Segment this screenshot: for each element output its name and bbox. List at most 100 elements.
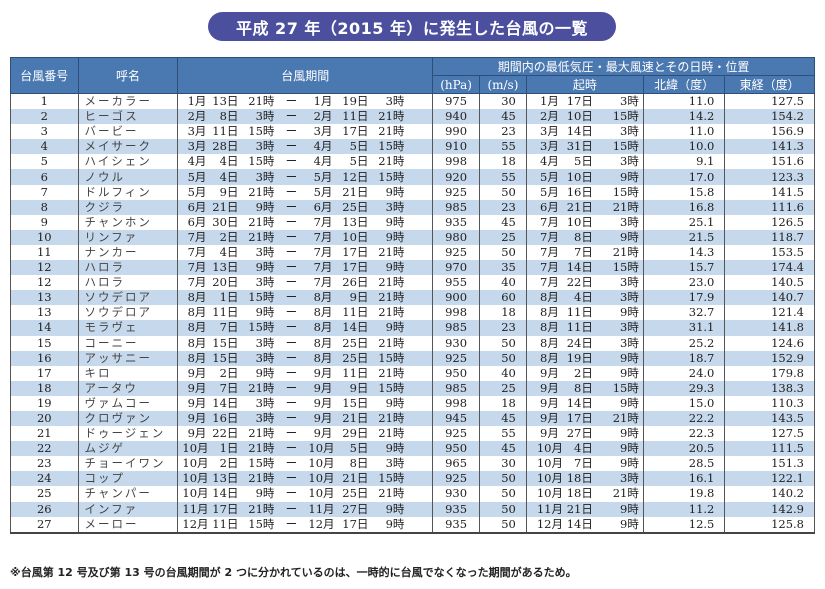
start-hour: 9時 <box>255 486 275 501</box>
occ-month: 9月 <box>540 380 559 395</box>
start-day: 13日 <box>212 260 239 275</box>
end-day: 25日 <box>342 350 369 365</box>
dash: ー <box>285 350 298 365</box>
occ-hour: 9時 <box>620 456 639 471</box>
header-hpa: (hPa) <box>432 75 480 94</box>
typhoon-name: キロ <box>77 365 179 381</box>
end-hour: 9時 <box>385 501 405 516</box>
start-month: 4月 <box>187 154 207 169</box>
occ-hour: 9時 <box>620 441 639 456</box>
longitude: 141.5 <box>724 184 815 200</box>
latitude: 15.0 <box>642 395 726 411</box>
end-day: 5日 <box>349 139 369 154</box>
start-day: 14日 <box>212 395 239 410</box>
start-month: 11月 <box>182 501 209 516</box>
max-wind: 55 <box>479 139 527 155</box>
occ-hour: 3時 <box>620 471 639 486</box>
end-hour: 15時 <box>378 380 405 395</box>
max-wind: 18 <box>479 395 527 411</box>
occurrence-time: 8月 19日 9時 <box>525 350 644 366</box>
occ-month: 8月 <box>540 320 559 335</box>
min-pressure: 998 <box>432 305 480 321</box>
typhoon-name: ムジゲ <box>77 441 179 457</box>
dash: ー <box>285 94 298 109</box>
max-wind: 45 <box>479 441 527 457</box>
latitude: 21.5 <box>642 229 726 245</box>
occ-day: 14日 <box>566 516 593 531</box>
start-month: 7月 <box>187 244 207 259</box>
end-hour: 9時 <box>385 260 405 275</box>
end-hour: 21時 <box>378 486 405 501</box>
min-pressure: 970 <box>432 260 480 276</box>
typhoon-number: 11 <box>10 244 79 261</box>
typhoon-period: 10月 1日 21時ー 10月 5日 9時 <box>177 441 434 457</box>
typhoon-number: 7 <box>10 184 79 200</box>
table-row: 26 インファ 11月 17日 21時ー 11月 27日 9時 935 50 11月 21日 9時 11.… <box>10 501 815 517</box>
end-hour: 3時 <box>385 199 405 214</box>
table-row: 11 ナンカー 7月 4日 3時ー 7月 17日 21時 925 50 7月 7日 21時 14.3 153… <box>10 244 815 261</box>
occ-day: 10日 <box>566 169 593 184</box>
end-hour: 15時 <box>378 471 405 486</box>
start-hour: 21時 <box>248 94 275 109</box>
end-month: 9月 <box>313 395 333 410</box>
footnote: ※台風第 12 号及び第 13 号の台風期間が 2 つに分かれているのは、一時的… <box>10 566 577 579</box>
longitude: 123.3 <box>724 169 815 185</box>
occurrence-time: 9月 2日 9時 <box>525 365 644 381</box>
dash: ー <box>285 139 298 154</box>
occ-day: 18日 <box>566 471 593 486</box>
dash: ー <box>285 320 298 335</box>
latitude: 22.2 <box>642 410 726 427</box>
typhoon-period: 9月 2日 9時ー 9月 11日 21時 <box>177 365 434 381</box>
start-day: 4日 <box>219 244 239 259</box>
occ-day: 2日 <box>574 365 593 380</box>
occurrence-time: 12月 14日 9時 <box>525 516 644 534</box>
occ-month: 7月 <box>540 229 559 244</box>
end-hour: 21時 <box>378 305 405 320</box>
typhoon-number: 16 <box>10 350 79 366</box>
header-lon: 東経（度） <box>724 75 815 94</box>
table-row: 21 ドゥージェン 9月 22日 21時ー 9月 29日 21時 925 55 9月 27日 9時 22.… <box>10 426 815 442</box>
dash: ー <box>285 305 298 320</box>
longitude: 111.5 <box>724 441 815 457</box>
max-wind: 25 <box>479 229 527 245</box>
occ-hour: 9時 <box>620 395 639 410</box>
end-day: 9日 <box>349 380 369 395</box>
start-month: 2月 <box>187 109 207 124</box>
occ-day: 16日 <box>566 184 593 199</box>
end-hour: 15時 <box>378 139 405 154</box>
end-month: 7月 <box>313 229 333 244</box>
occ-day: 10日 <box>566 109 593 124</box>
typhoon-name: メーロー <box>77 516 179 534</box>
table-row: 25 チャンパー 10月 14日 9時ー 10月 25日 21時 930 50 10月 18日 21時 1… <box>10 486 815 502</box>
start-day: 11日 <box>212 305 239 320</box>
typhoon-number: 23 <box>10 456 79 472</box>
occurrence-time: 10月 4日 9時 <box>525 441 644 457</box>
max-wind: 23 <box>479 199 527 215</box>
end-day: 5日 <box>349 441 369 456</box>
occurrence-time: 7月 10日 3時 <box>525 214 644 230</box>
start-day: 13日 <box>212 94 239 109</box>
typhoon-name: ドルフィン <box>77 184 179 200</box>
occ-hour: 3時 <box>620 290 639 305</box>
typhoon-period: 10月 14日 9時ー 10月 25日 21時 <box>177 486 434 502</box>
occ-day: 31日 <box>566 139 593 154</box>
typhoon-name: チャンホン <box>77 214 179 230</box>
occurrence-time: 9月 8日 15時 <box>525 380 644 396</box>
min-pressure: 920 <box>432 169 480 185</box>
min-pressure: 975 <box>432 93 480 110</box>
table-row: 16 アッサニー 8月 15日 3時ー 8月 25日 15時 925 50 8月 19日 9時 18.7 1… <box>10 350 815 366</box>
end-hour: 9時 <box>385 184 405 199</box>
occ-month: 12月 <box>536 516 563 531</box>
longitude: 126.5 <box>724 214 815 230</box>
start-month: 7月 <box>187 275 207 290</box>
typhoon-period: 2月 8日 3時ー 2月 11日 21時 <box>177 109 434 125</box>
typhoon-period: 5月 4日 3時ー 5月 12日 15時 <box>177 169 434 185</box>
max-wind: 45 <box>479 410 527 427</box>
start-hour: 21時 <box>248 501 275 516</box>
end-day: 13日 <box>342 214 369 229</box>
occ-month: 1月 <box>540 94 559 109</box>
end-month: 10月 <box>308 456 335 471</box>
start-day: 30日 <box>212 214 239 229</box>
occ-day: 11日 <box>566 305 593 320</box>
max-wind: 50 <box>479 335 527 351</box>
